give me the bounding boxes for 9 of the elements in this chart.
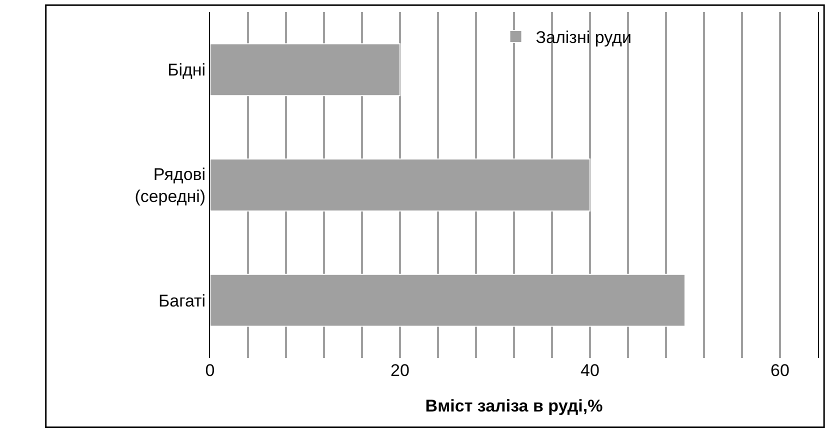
x-tick-label: 60 (770, 361, 790, 380)
y-tick-label: Багаті (158, 291, 206, 310)
legend-label: Залізні руди (536, 28, 632, 48)
x-tick-label: 20 (390, 361, 410, 380)
x-tick-label: 0 (205, 361, 215, 380)
x-axis-title: Вміст заліза в руді,% (425, 396, 603, 416)
x-tick-label: 40 (580, 361, 600, 380)
y-tick-label: Рядові (середні) (134, 164, 206, 206)
y-tick-label: Бідні (168, 60, 206, 80)
